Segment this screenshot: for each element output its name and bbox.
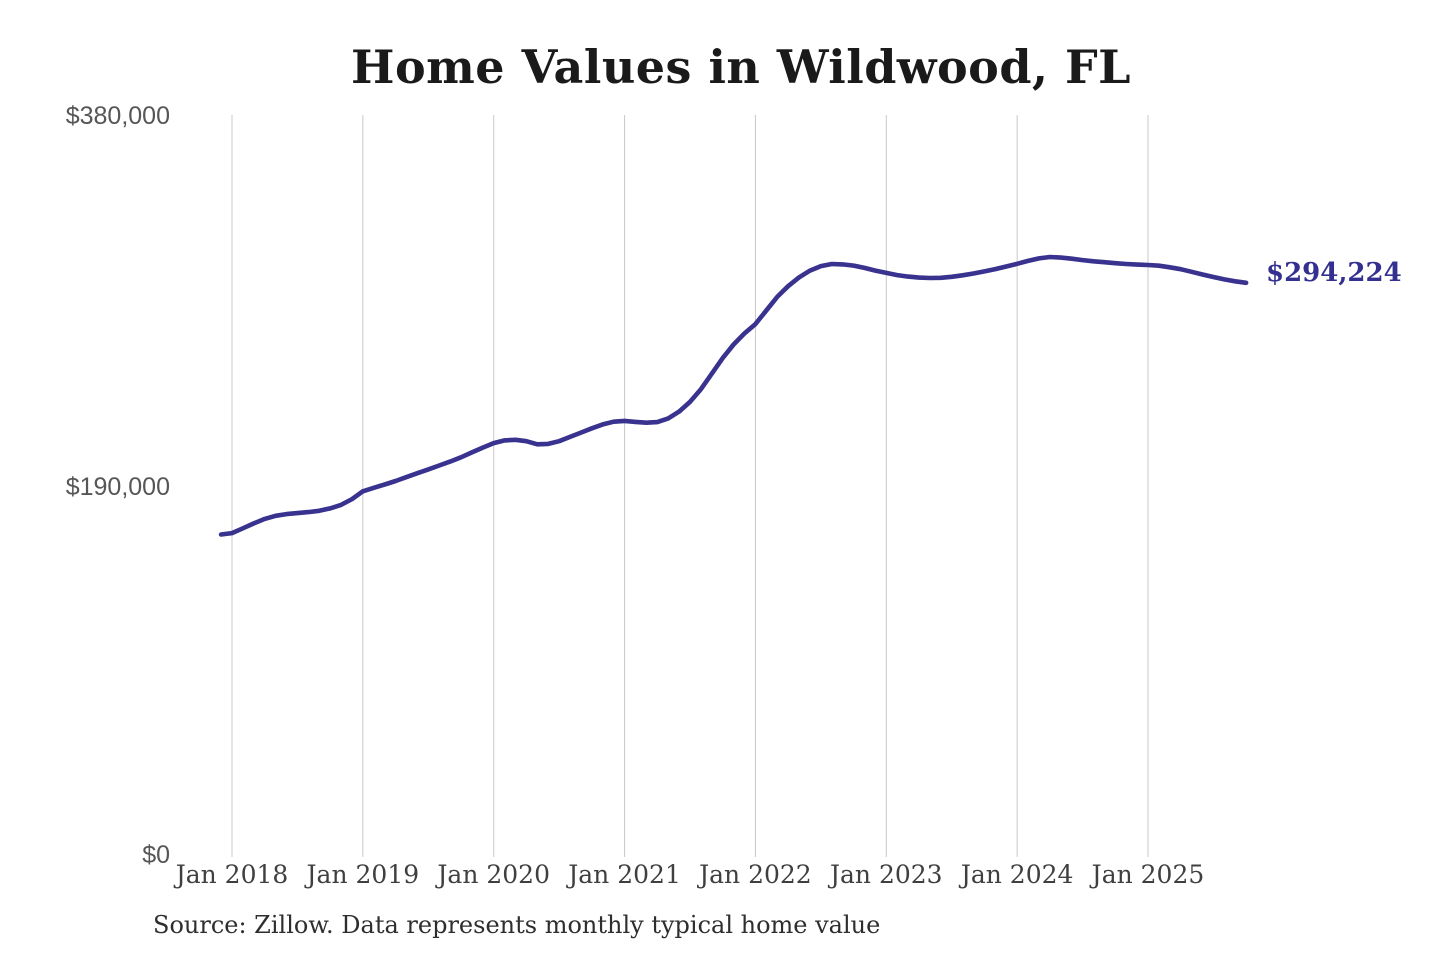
x-axis-tick: Jan 2023 xyxy=(829,860,943,889)
chart-title: Home Values in Wildwood, FL xyxy=(350,40,1132,94)
y-axis-tick-0: $0 xyxy=(142,841,170,869)
y-axis-tick-190000: $190,000 xyxy=(65,473,170,501)
source-note: Source: Zillow. Data represents monthly … xyxy=(153,911,881,939)
x-axis-tick: Jan 2024 xyxy=(960,860,1074,889)
x-axis-tick: Jan 2025 xyxy=(1091,860,1205,889)
x-axis-tick: Jan 2022 xyxy=(699,860,812,889)
home-value-line xyxy=(218,254,1249,537)
x-axis-tick: Jan 2019 xyxy=(306,860,420,889)
x-axis-tick: Jan 2018 xyxy=(175,860,289,889)
x-axis-tick: Jan 2020 xyxy=(437,860,550,889)
last-value-annotation: $294,224 xyxy=(1266,258,1402,288)
y-axis-tick-380000: $380,000 xyxy=(65,102,170,130)
x-axis-tick: Jan 2021 xyxy=(568,860,681,889)
